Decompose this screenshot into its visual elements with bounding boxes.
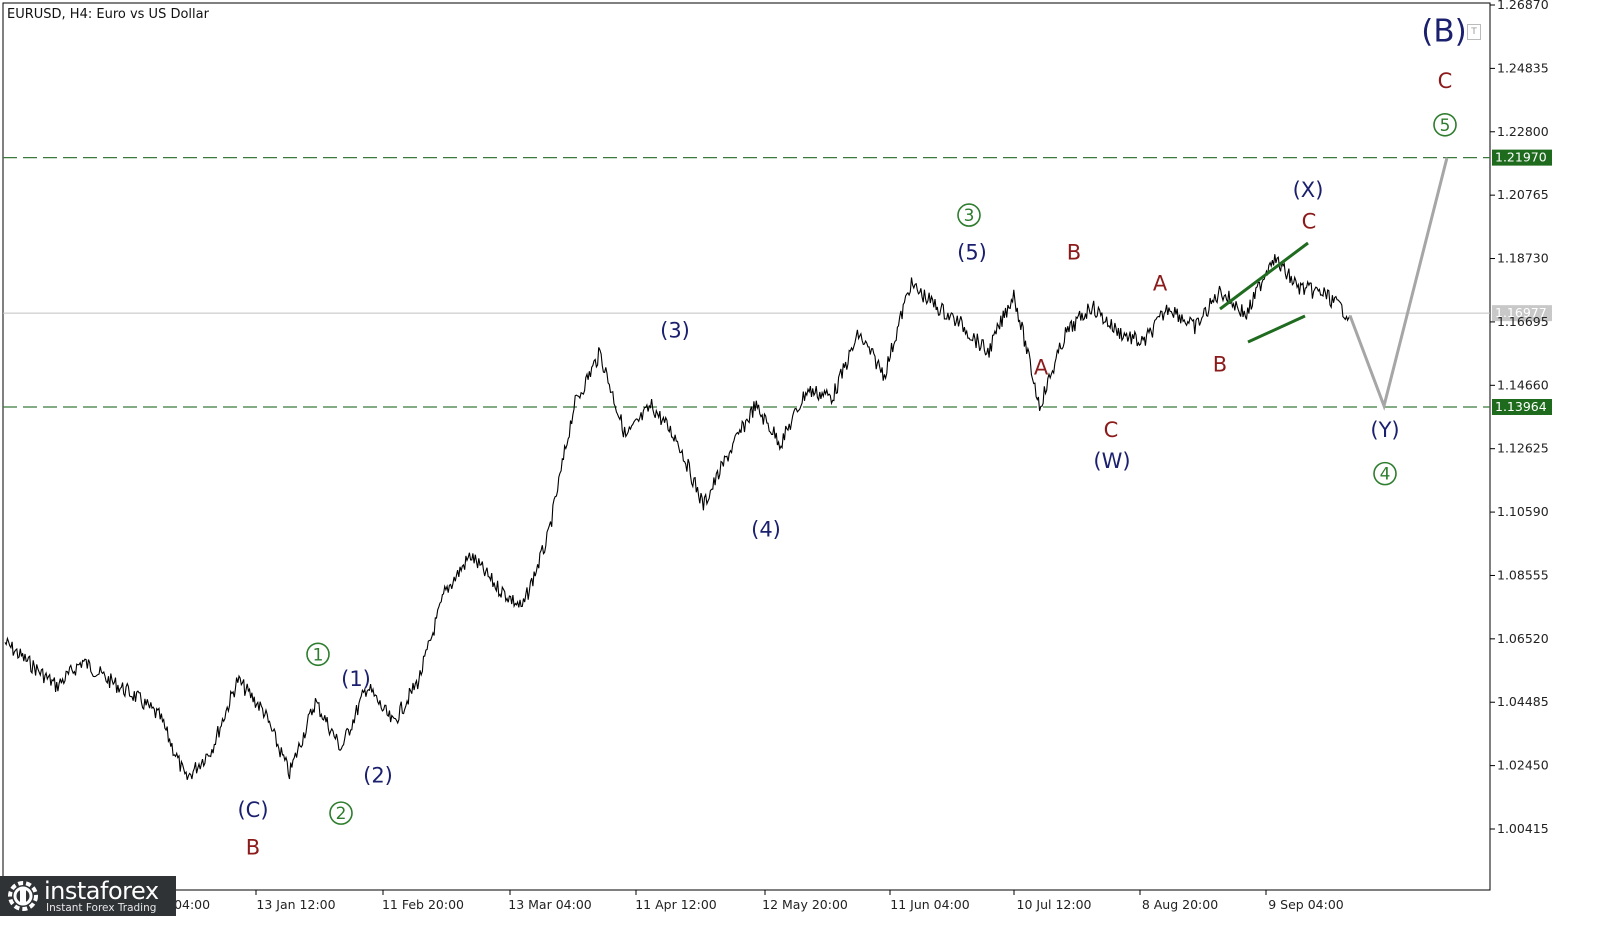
wave-label: C	[1438, 69, 1453, 93]
brand-name: instaforex	[44, 877, 159, 905]
y-tick-label: 1.08555	[1497, 567, 1549, 582]
y-tick-label: 1.18730	[1497, 251, 1549, 266]
wave-label: C	[1302, 209, 1317, 233]
wave-label: 2	[336, 804, 347, 824]
plot-background	[2, 2, 1491, 891]
brand-tagline: Instant Forex Trading	[46, 902, 157, 914]
x-tick-label: 10 Jul 12:00	[1017, 897, 1092, 912]
wave-label-circle	[1373, 461, 1397, 486]
wave-label: (W)	[1093, 449, 1130, 473]
x-tick-label: 9 Sep 04:00	[1268, 897, 1344, 912]
level-badge-label: 1.13964	[1495, 399, 1547, 414]
current-price-badge	[1492, 305, 1552, 322]
wave-label-circle	[306, 642, 330, 667]
wave-label: B	[1213, 353, 1227, 377]
wave-label: (B)	[1421, 13, 1466, 49]
wave-label: B	[246, 835, 260, 859]
wave-label-circle	[957, 203, 981, 227]
y-tick-label: 1.20765	[1497, 187, 1549, 202]
x-tick-label: 11 Jun 04:00	[890, 897, 969, 912]
x-tick-label: 13 Jan 12:00	[256, 897, 335, 912]
wave-label: (4)	[751, 518, 781, 542]
wave-label: (Y)	[1370, 418, 1399, 442]
wave-label: (5)	[957, 240, 987, 264]
y-tick-label: 1.16695	[1497, 314, 1549, 329]
wave-label: (3)	[660, 318, 690, 342]
channel-lower-line	[1247, 314, 1306, 344]
y-tick-label: 1.04485	[1497, 694, 1549, 709]
wave-label: (1)	[341, 667, 371, 691]
x-tick-label: 8 Aug 20:00	[1142, 897, 1218, 912]
y-tick-label: 1.24835	[1497, 60, 1549, 75]
chart-axes: 1.26870 1.24835 1.22800 1.20765 1.18730 1.166…	[146, 0, 1549, 912]
wave-label: A	[1153, 272, 1168, 296]
chart-corner-button[interactable]: T	[1467, 24, 1481, 40]
chart-title: EURUSD, H4: Euro vs US Dollar	[7, 7, 210, 22]
y-tick-label: 1.14660	[1497, 377, 1549, 392]
x-tick-label: 12 May 20:00	[762, 897, 848, 912]
wave-label: C	[1104, 418, 1119, 442]
wave-label-circle	[329, 801, 353, 825]
y-tick-label: 1.22800	[1497, 124, 1549, 139]
y-tick-label: 1.02450	[1497, 758, 1549, 773]
x-tick-label: 11 Feb 20:00	[382, 897, 464, 912]
channel-upper-line	[1219, 241, 1309, 311]
wave-markup: (C) B 1 (1) 2 (2) (3) (4) 3 (5) B A C (W) A B C (X) (Y) 4 (B…	[237, 13, 1466, 859]
level-badge-label: 1.21970	[1495, 150, 1547, 165]
wave-label: 5	[1440, 116, 1451, 136]
level-badge	[1492, 149, 1552, 166]
price-series	[4, 254, 1351, 780]
wave-label-circle	[1433, 112, 1457, 137]
wave-label: (C)	[237, 798, 268, 822]
wave-label: (2)	[363, 764, 393, 788]
price-line	[4, 254, 1351, 780]
level-badge	[1492, 398, 1552, 415]
wave-label: 4	[1380, 465, 1391, 485]
y-tick-label: 1.00415	[1497, 821, 1549, 836]
y-tick-label: 1.26870	[1497, 0, 1549, 12]
wave-label: 3	[964, 206, 975, 226]
wave-label: B	[1067, 240, 1081, 264]
wave-label: (X)	[1293, 178, 1324, 202]
x-tick-label: 11 Apr 12:00	[635, 897, 717, 912]
x-tick-label: 13 Mar 04:00	[508, 897, 592, 912]
current-price-label: 1.16977	[1495, 305, 1547, 320]
wave-label: A	[1034, 356, 1049, 380]
gear-icon	[8, 881, 38, 911]
wave-label: 1	[313, 645, 324, 665]
instaforex-logo: instaforex Instant Forex Trading	[0, 876, 176, 916]
forecast-line	[1348, 157, 1449, 411]
y-tick-label: 1.06520	[1497, 631, 1549, 646]
y-tick-label: 1.12625	[1497, 441, 1549, 456]
y-tick-label: 1.10590	[1497, 504, 1549, 519]
